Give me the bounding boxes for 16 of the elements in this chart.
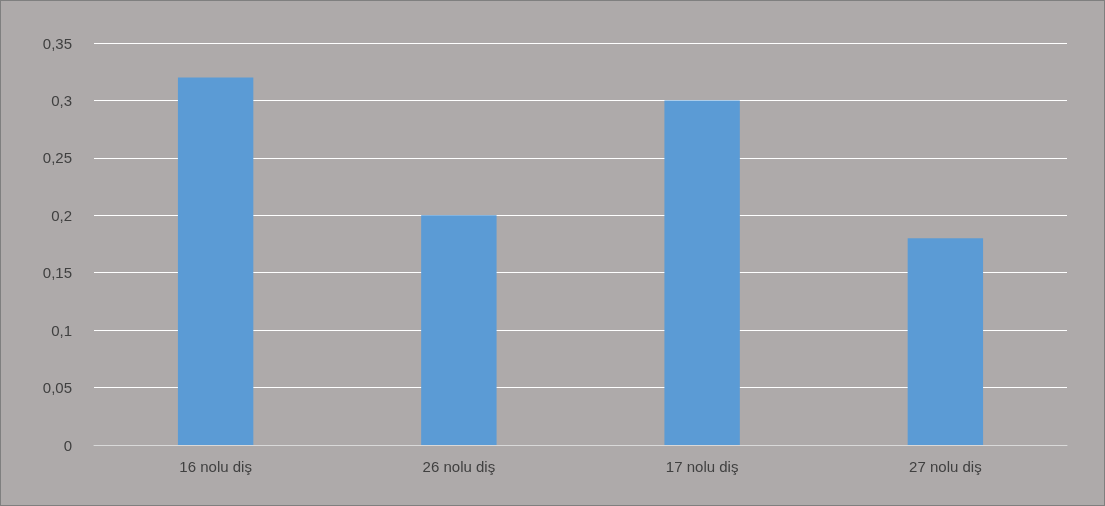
y-tick-label: 0,35: [42, 34, 72, 52]
bar: [907, 238, 984, 445]
x-tick-label: 27 nolu diş: [909, 458, 982, 475]
x-tick-label: 17 nolu diş: [665, 458, 739, 475]
y-tick-label: 0,2: [51, 206, 72, 224]
bar: [177, 77, 254, 445]
bar: [664, 100, 740, 445]
y-tick-label: 0,05: [42, 379, 72, 397]
y-tick-label: 0,15: [42, 264, 72, 282]
y-tick-label: 0,25: [42, 149, 72, 167]
y-tick-label: 0,3: [51, 91, 72, 109]
y-tick-label: 0,1: [51, 321, 72, 339]
y-tick-label: 0: [63, 436, 72, 454]
x-tick-label: 16 nolu diş: [179, 458, 252, 475]
x-tick-label: 26 nolu diş: [422, 458, 496, 475]
bar: [421, 215, 497, 445]
